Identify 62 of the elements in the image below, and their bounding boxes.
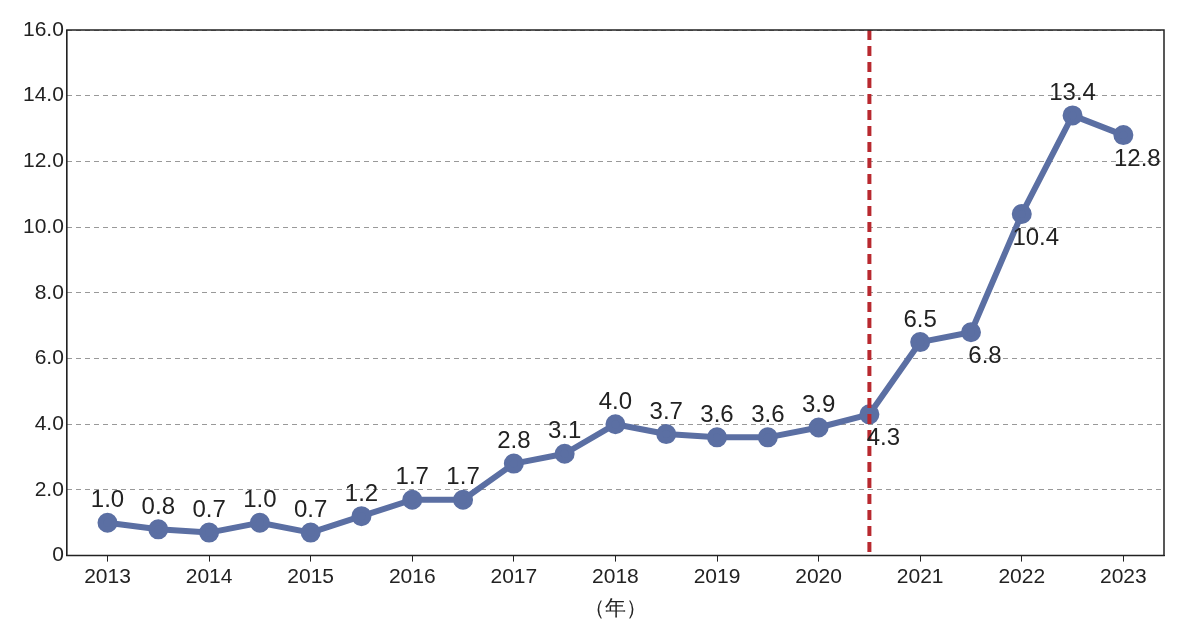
point [148,519,169,540]
data-label: 3.6 [700,399,734,427]
x-tick-label: 2020 [795,564,842,587]
point [199,522,220,543]
y-tick-label: 12.0 [23,148,64,172]
point [402,489,423,510]
data-label: 2.8 [497,426,531,454]
data-label: 1.2 [344,478,379,506]
y-tick-label: 10.0 [23,213,64,237]
point [1113,125,1134,146]
data-label: 10.4 [1012,222,1060,250]
x-tick-label: 2021 [896,564,944,587]
point [1011,203,1032,224]
data-label: 1.0 [90,485,125,513]
x-axis-title: （年） [583,596,647,620]
data-label: 13.4 [1049,78,1096,106]
point [960,322,981,343]
data-label: 0.7 [293,495,328,523]
data-label: 0.7 [192,495,226,523]
data-label: 3.6 [751,399,785,427]
data-label: 0.8 [141,491,175,519]
point [300,522,321,543]
point [605,414,626,435]
point [910,332,931,353]
data-label: 4.0 [598,386,633,414]
data-label: 12.8 [1114,143,1161,171]
x-tick-label: 2018 [592,564,639,587]
point [707,427,728,448]
point [808,417,829,438]
data-label: 3.1 [547,416,582,444]
data-label: 6.8 [968,340,1002,368]
point [554,443,575,464]
point [97,512,118,533]
x-tick-label: 2013 [84,564,131,587]
point [453,489,474,510]
data-label: 3.7 [649,396,683,424]
data-label: 6.5 [903,304,937,332]
x-tick-label: 2014 [185,564,233,587]
y-tick-label: 4.0 [34,411,64,434]
y-tick-label: 6.0 [34,345,64,369]
point [351,506,372,527]
y-tick-label: 16.0 [23,16,64,40]
x-tick-label: 2015 [287,564,335,587]
x-tick-label: 2023 [1100,564,1147,587]
data-label: 1.0 [243,485,277,513]
x-tick-label: 2016 [388,564,436,587]
y-tick-label: 8.0 [34,279,64,303]
data-label: 3.9 [801,390,836,418]
x-tick-label: 2022 [998,564,1046,587]
point [249,512,270,533]
data-label: 1.7 [395,462,429,490]
point [1062,105,1083,126]
y-tick-label: 14.0 [23,82,64,106]
x-tick-label: 2019 [693,564,741,587]
point [656,424,677,445]
data-label: 1.7 [446,462,480,490]
x-tick-label: 2017 [490,564,538,587]
data-label: 4.3 [866,422,901,450]
point [503,453,524,474]
y-tick-label: 0 [52,542,64,566]
y-tick-label: 2.0 [34,476,64,500]
point [757,427,778,448]
